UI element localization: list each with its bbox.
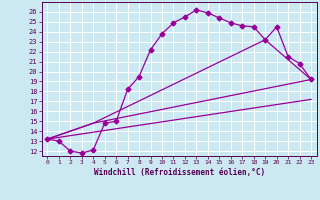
X-axis label: Windchill (Refroidissement éolien,°C): Windchill (Refroidissement éolien,°C)	[94, 168, 265, 177]
